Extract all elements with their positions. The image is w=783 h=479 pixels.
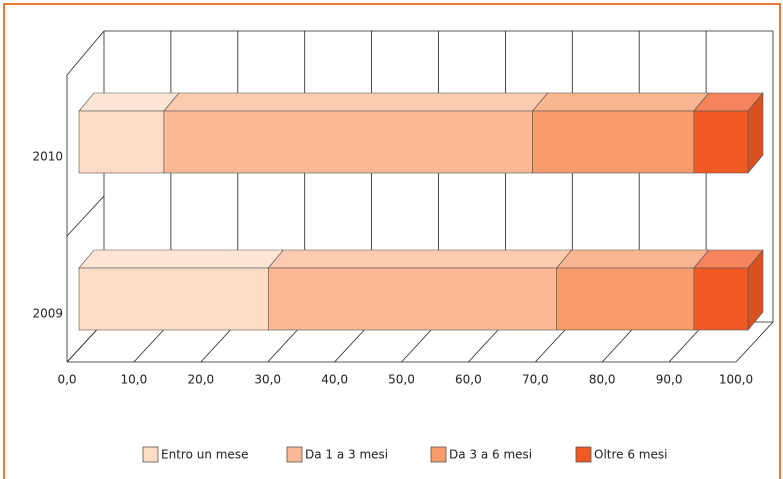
bar-top [163, 92, 549, 112]
bar [532, 110, 695, 174]
bar [78, 110, 165, 174]
frame [3, 3, 781, 479]
legend-label: Da 1 a 3 mesi [305, 448, 388, 462]
y-tick-label: 2010 [32, 150, 63, 164]
x-tick-label: 100,0 [719, 373, 753, 387]
x-tick-label: 10,0 [121, 373, 148, 387]
x-tick-label: 90,0 [656, 373, 683, 387]
bar-top [556, 249, 710, 269]
bar-top [531, 92, 710, 112]
legend-label: Oltre 6 mesi [594, 448, 667, 462]
legend-swatch [286, 446, 303, 463]
bar [693, 110, 749, 174]
x-tick-label: 0,0 [57, 373, 76, 387]
x-tick-label: 30,0 [254, 373, 281, 387]
bar [163, 110, 533, 174]
bar-top [78, 92, 180, 112]
legend-label: Entro un mese [161, 448, 248, 462]
x-tick-label: 60,0 [455, 373, 482, 387]
legend-swatch [575, 446, 592, 463]
x-tick-label: 80,0 [589, 373, 616, 387]
grid-line [735, 321, 774, 363]
y-tick-label: 2009 [32, 307, 63, 321]
bar [268, 267, 557, 331]
legend-label: Da 3 a 6 mesi [449, 448, 532, 462]
bar [693, 267, 749, 331]
x-tick-label: 50,0 [388, 373, 415, 387]
bar [556, 267, 695, 331]
x-tick-label: 40,0 [321, 373, 348, 387]
x-tick-label: 20,0 [187, 373, 214, 387]
bar [78, 267, 269, 331]
x-tick-label: 70,0 [522, 373, 549, 387]
legend-swatch [430, 446, 447, 463]
legend-swatch [142, 446, 159, 463]
bar-top [267, 249, 573, 269]
bar-top [78, 249, 284, 269]
